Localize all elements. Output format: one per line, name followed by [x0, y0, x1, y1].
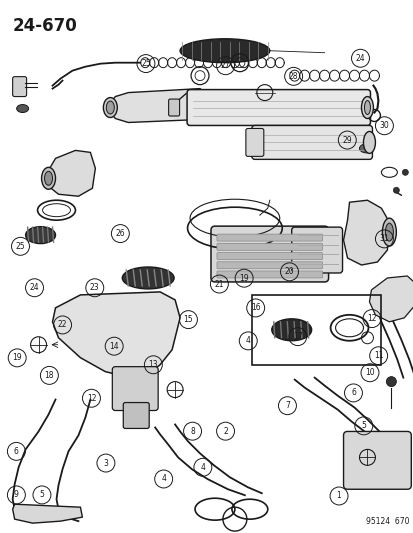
Bar: [251, 295, 380, 365]
Ellipse shape: [361, 96, 373, 118]
Ellipse shape: [358, 144, 373, 153]
FancyBboxPatch shape: [216, 271, 322, 278]
Text: 28: 28: [288, 72, 298, 81]
Ellipse shape: [122, 267, 174, 289]
Text: 24: 24: [355, 54, 364, 63]
Polygon shape: [13, 504, 82, 523]
FancyBboxPatch shape: [13, 77, 26, 96]
Text: 4: 4: [200, 463, 205, 472]
FancyBboxPatch shape: [245, 128, 263, 156]
Polygon shape: [110, 88, 204, 123]
Text: 2: 2: [223, 427, 228, 435]
Polygon shape: [368, 276, 413, 322]
Text: 23: 23: [90, 283, 100, 292]
Text: 31: 31: [379, 235, 388, 244]
Text: 5: 5: [361, 422, 366, 430]
Text: 11: 11: [373, 351, 382, 360]
Text: 4: 4: [161, 474, 166, 483]
Text: 12: 12: [86, 394, 96, 403]
Text: 19: 19: [239, 273, 248, 282]
FancyBboxPatch shape: [216, 262, 322, 269]
Text: 25: 25: [16, 242, 25, 251]
FancyBboxPatch shape: [343, 431, 411, 489]
Ellipse shape: [103, 98, 117, 117]
Text: 3: 3: [103, 458, 108, 467]
Text: 9: 9: [14, 490, 19, 499]
Text: 8: 8: [190, 427, 195, 435]
Text: 15: 15: [183, 315, 193, 324]
Ellipse shape: [26, 227, 55, 244]
FancyBboxPatch shape: [216, 244, 322, 251]
Ellipse shape: [363, 101, 370, 115]
Text: 24-670: 24-670: [13, 17, 77, 35]
Circle shape: [392, 187, 399, 193]
Text: 14: 14: [109, 342, 119, 351]
Ellipse shape: [41, 167, 55, 189]
Text: 10: 10: [364, 368, 374, 377]
Circle shape: [401, 169, 407, 175]
Text: 13: 13: [148, 360, 158, 369]
Ellipse shape: [45, 171, 52, 185]
Ellipse shape: [271, 319, 311, 341]
Text: 24: 24: [30, 283, 39, 292]
FancyBboxPatch shape: [216, 253, 322, 260]
Ellipse shape: [385, 223, 392, 241]
Text: 12: 12: [366, 314, 376, 323]
Text: 25: 25: [141, 59, 150, 68]
FancyBboxPatch shape: [251, 125, 372, 159]
Text: 20: 20: [284, 268, 294, 276]
Polygon shape: [48, 150, 95, 196]
Ellipse shape: [382, 218, 395, 246]
Text: 5: 5: [39, 490, 44, 499]
Ellipse shape: [17, 104, 28, 112]
Text: 29: 29: [342, 135, 351, 144]
Text: 26: 26: [115, 229, 125, 238]
FancyBboxPatch shape: [123, 402, 149, 429]
Ellipse shape: [180, 39, 269, 63]
Text: 18: 18: [45, 371, 54, 380]
FancyBboxPatch shape: [187, 90, 370, 125]
Text: 95124  670: 95124 670: [365, 517, 408, 526]
Text: 22: 22: [58, 320, 67, 329]
Text: 27: 27: [220, 61, 230, 70]
Text: 16: 16: [250, 303, 260, 312]
Ellipse shape: [106, 101, 114, 114]
Text: 30: 30: [379, 121, 388, 130]
Text: 4: 4: [245, 336, 250, 345]
Text: 21: 21: [214, 279, 223, 288]
Text: 6: 6: [14, 447, 19, 456]
Polygon shape: [52, 292, 180, 377]
Text: 1: 1: [336, 491, 341, 500]
FancyBboxPatch shape: [211, 226, 328, 282]
FancyBboxPatch shape: [112, 367, 158, 410]
FancyBboxPatch shape: [168, 99, 179, 116]
Circle shape: [385, 377, 395, 386]
Text: 19: 19: [12, 353, 22, 362]
FancyBboxPatch shape: [291, 227, 342, 273]
Text: 7: 7: [284, 401, 289, 410]
Text: 17: 17: [292, 332, 302, 341]
FancyBboxPatch shape: [216, 234, 322, 241]
Ellipse shape: [363, 132, 375, 154]
Text: 6: 6: [350, 389, 355, 398]
Polygon shape: [343, 200, 389, 265]
